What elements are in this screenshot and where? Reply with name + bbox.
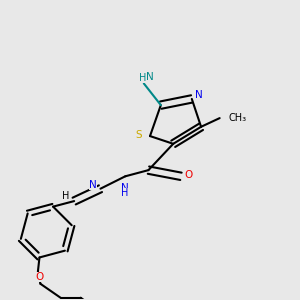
Text: H: H [121,188,128,198]
Text: CH₃: CH₃ [229,113,247,123]
Text: N: N [89,180,97,190]
Text: N: N [146,72,154,82]
Text: H: H [139,73,146,83]
Text: H: H [62,191,69,201]
Text: O: O [184,170,193,180]
Text: N: N [121,183,128,193]
Text: S: S [136,130,142,140]
Text: N: N [195,90,203,100]
Text: O: O [35,272,44,282]
